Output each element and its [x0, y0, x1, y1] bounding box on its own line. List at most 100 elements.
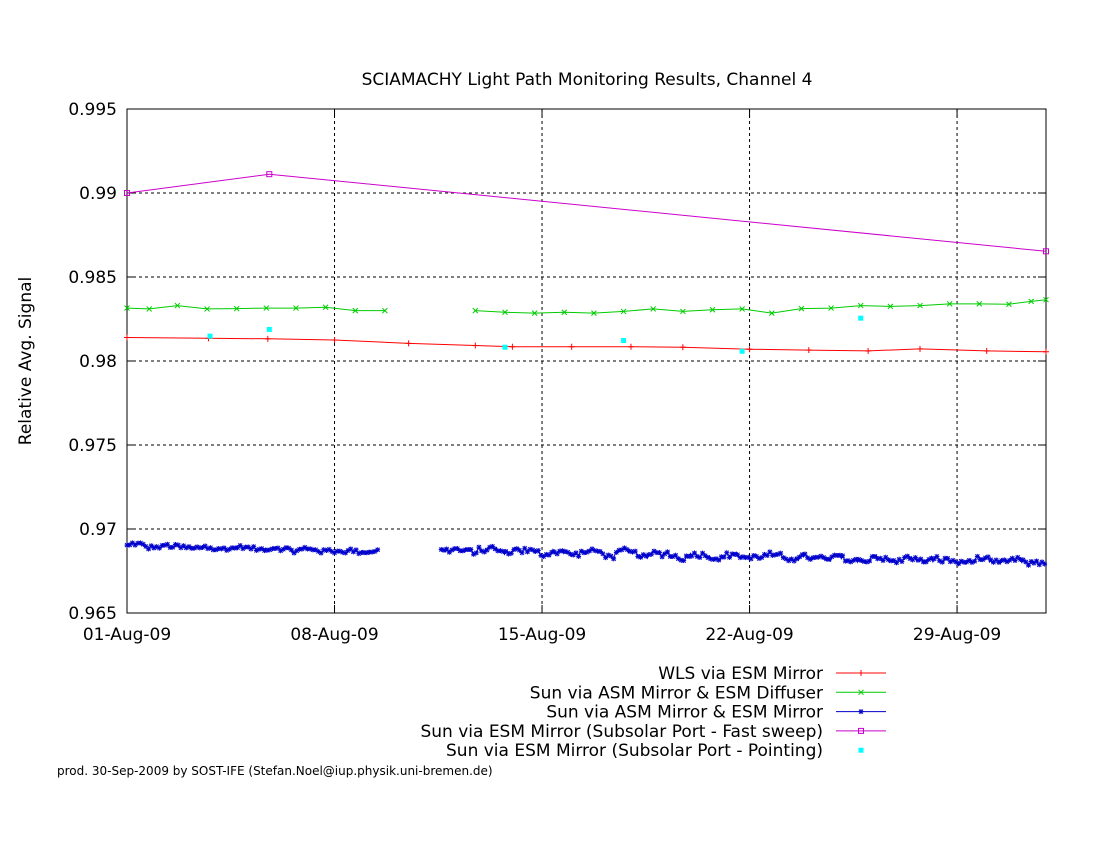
data-point	[620, 308, 627, 315]
data-point	[697, 555, 703, 561]
legend-marker	[858, 727, 864, 734]
data-point	[293, 305, 299, 311]
legend-item: Sun via ESM Mirror (Subsolar Port - Fast…	[420, 722, 886, 742]
series-2	[124, 296, 1049, 316]
data-point	[331, 337, 338, 343]
y-tick-label: 0.975	[68, 436, 117, 456]
data-point	[256, 546, 262, 552]
y-axis-label: Relative Avg. Signal	[16, 277, 36, 445]
data-point	[858, 315, 864, 321]
data-point	[917, 345, 924, 352]
data-point	[1043, 248, 1049, 255]
data-point	[508, 550, 514, 556]
data-point	[726, 554, 732, 560]
data-point	[509, 343, 516, 350]
data-point	[721, 554, 727, 560]
data-point	[511, 547, 517, 553]
x-tick-label: 08-Aug-09	[290, 625, 378, 645]
data-point	[681, 558, 687, 564]
series-4	[124, 171, 1049, 255]
series-line	[126, 337, 1047, 353]
grid	[127, 109, 1046, 613]
data-point	[382, 307, 388, 314]
series-line	[126, 305, 385, 312]
data-point	[266, 171, 273, 178]
data-point	[204, 306, 210, 312]
data-point	[887, 303, 894, 310]
data-point	[893, 560, 899, 566]
data-point	[983, 347, 990, 354]
legend-item: Sun via ASM Mirror & ESM Mirror	[546, 703, 886, 723]
data-point	[202, 543, 208, 549]
data-point	[1043, 348, 1049, 355]
data-point	[535, 548, 541, 554]
data-point	[753, 553, 759, 559]
data-point	[621, 338, 627, 344]
y-tick-label: 0.97	[79, 520, 117, 540]
data-point	[129, 540, 135, 546]
data-point	[476, 544, 482, 550]
series-line	[126, 173, 1047, 252]
data-point	[264, 335, 271, 342]
data-point	[1042, 561, 1048, 567]
data-point	[805, 347, 812, 354]
y-tick-label: 0.995	[68, 100, 117, 120]
legend-item: Sun via ASM Mirror & ESM Diffuser	[530, 683, 886, 703]
data-point	[531, 310, 538, 316]
data-point	[917, 302, 923, 309]
legend-marker	[858, 689, 864, 696]
legend-marker	[858, 670, 864, 676]
data-point	[481, 549, 487, 555]
data-point	[322, 304, 329, 311]
data-point	[226, 546, 232, 552]
legend-item: WLS via ESM Mirror	[658, 664, 886, 684]
data-point	[444, 546, 450, 552]
data-point	[739, 348, 745, 354]
data-point	[619, 547, 625, 553]
data-point	[502, 309, 508, 316]
data-point	[251, 544, 257, 550]
data-point	[597, 549, 603, 555]
data-point	[865, 347, 872, 354]
data-point	[976, 301, 983, 307]
data-point	[561, 309, 568, 316]
data-point	[632, 548, 638, 554]
data-point	[576, 553, 582, 559]
data-point	[805, 555, 811, 561]
data-point	[286, 545, 292, 551]
data-point	[656, 550, 662, 556]
x-tick-label: 15-Aug-09	[498, 625, 586, 645]
data-point	[405, 340, 412, 347]
data-point	[746, 346, 753, 353]
data-point	[673, 552, 679, 558]
data-point	[1028, 298, 1035, 305]
data-point	[332, 550, 338, 556]
data-point	[709, 306, 716, 313]
data-point	[1034, 558, 1040, 564]
x-tick-label: 01-Aug-09	[83, 625, 171, 645]
data-point	[724, 550, 730, 556]
data-point	[502, 344, 508, 350]
data-point	[353, 547, 359, 553]
legend-marker	[858, 747, 864, 753]
data-point	[798, 305, 805, 312]
data-point	[751, 553, 757, 559]
data-point	[691, 550, 697, 556]
data-point	[263, 305, 270, 311]
x-tick-label: 29-Aug-09	[913, 625, 1001, 645]
data-point	[468, 546, 474, 552]
data-point	[124, 334, 130, 341]
data-point	[611, 556, 617, 562]
data-point	[840, 553, 846, 559]
legend-label: Sun via ESM Mirror (Subsolar Port - Poin…	[446, 741, 823, 761]
data-point	[608, 553, 614, 559]
data-point	[627, 343, 634, 350]
data-point	[565, 549, 571, 555]
data-point	[472, 342, 479, 349]
data-point	[826, 556, 832, 562]
x-tick-label: 22-Aug-09	[705, 625, 793, 645]
production-note: prod. 30-Sep-2009 by SOST-IFE (Stefan.No…	[57, 764, 493, 778]
data-point	[650, 306, 657, 312]
